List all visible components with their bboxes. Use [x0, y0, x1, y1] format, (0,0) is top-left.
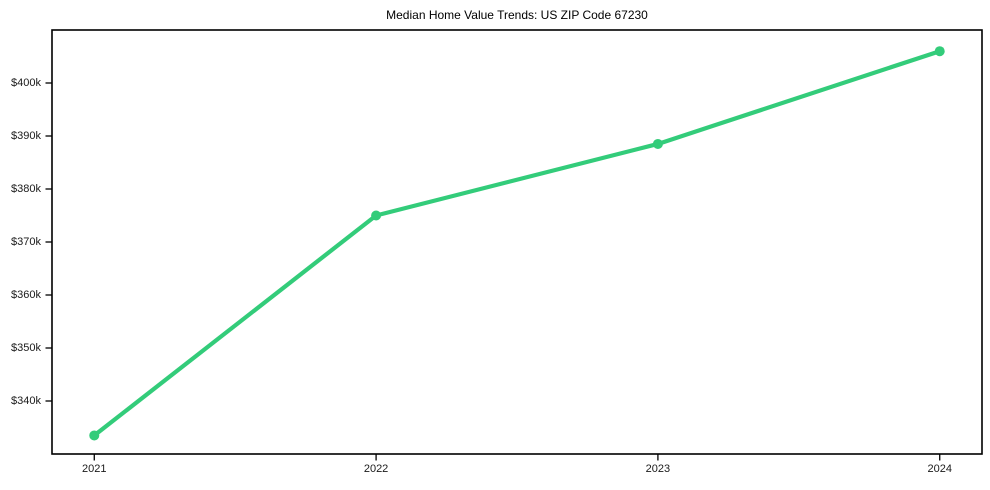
data-point-marker [934, 46, 945, 57]
data-point-marker [371, 210, 382, 221]
x-tick-label: 2024 [927, 463, 952, 475]
plot-border [51, 29, 983, 455]
y-tick-label: $370k [11, 236, 41, 248]
x-tick-label: 2023 [645, 463, 671, 475]
x-tick-label: 2021 [82, 463, 107, 475]
data-point-marker [652, 138, 663, 149]
data-point-marker [89, 430, 100, 441]
data-line [92, 49, 942, 438]
y-tick-label: $360k [11, 289, 41, 301]
y-tick-label: $380k [11, 183, 41, 195]
chart-title: Median Home Value Trends: US ZIP Code 67… [386, 8, 648, 22]
x-tick-label: 2022 [363, 463, 389, 475]
y-tick-label: $350k [11, 342, 41, 354]
y-tick-label: $400k [11, 77, 41, 89]
y-tick-label: $340k [11, 395, 41, 407]
y-tick-label: $390k [11, 130, 41, 142]
